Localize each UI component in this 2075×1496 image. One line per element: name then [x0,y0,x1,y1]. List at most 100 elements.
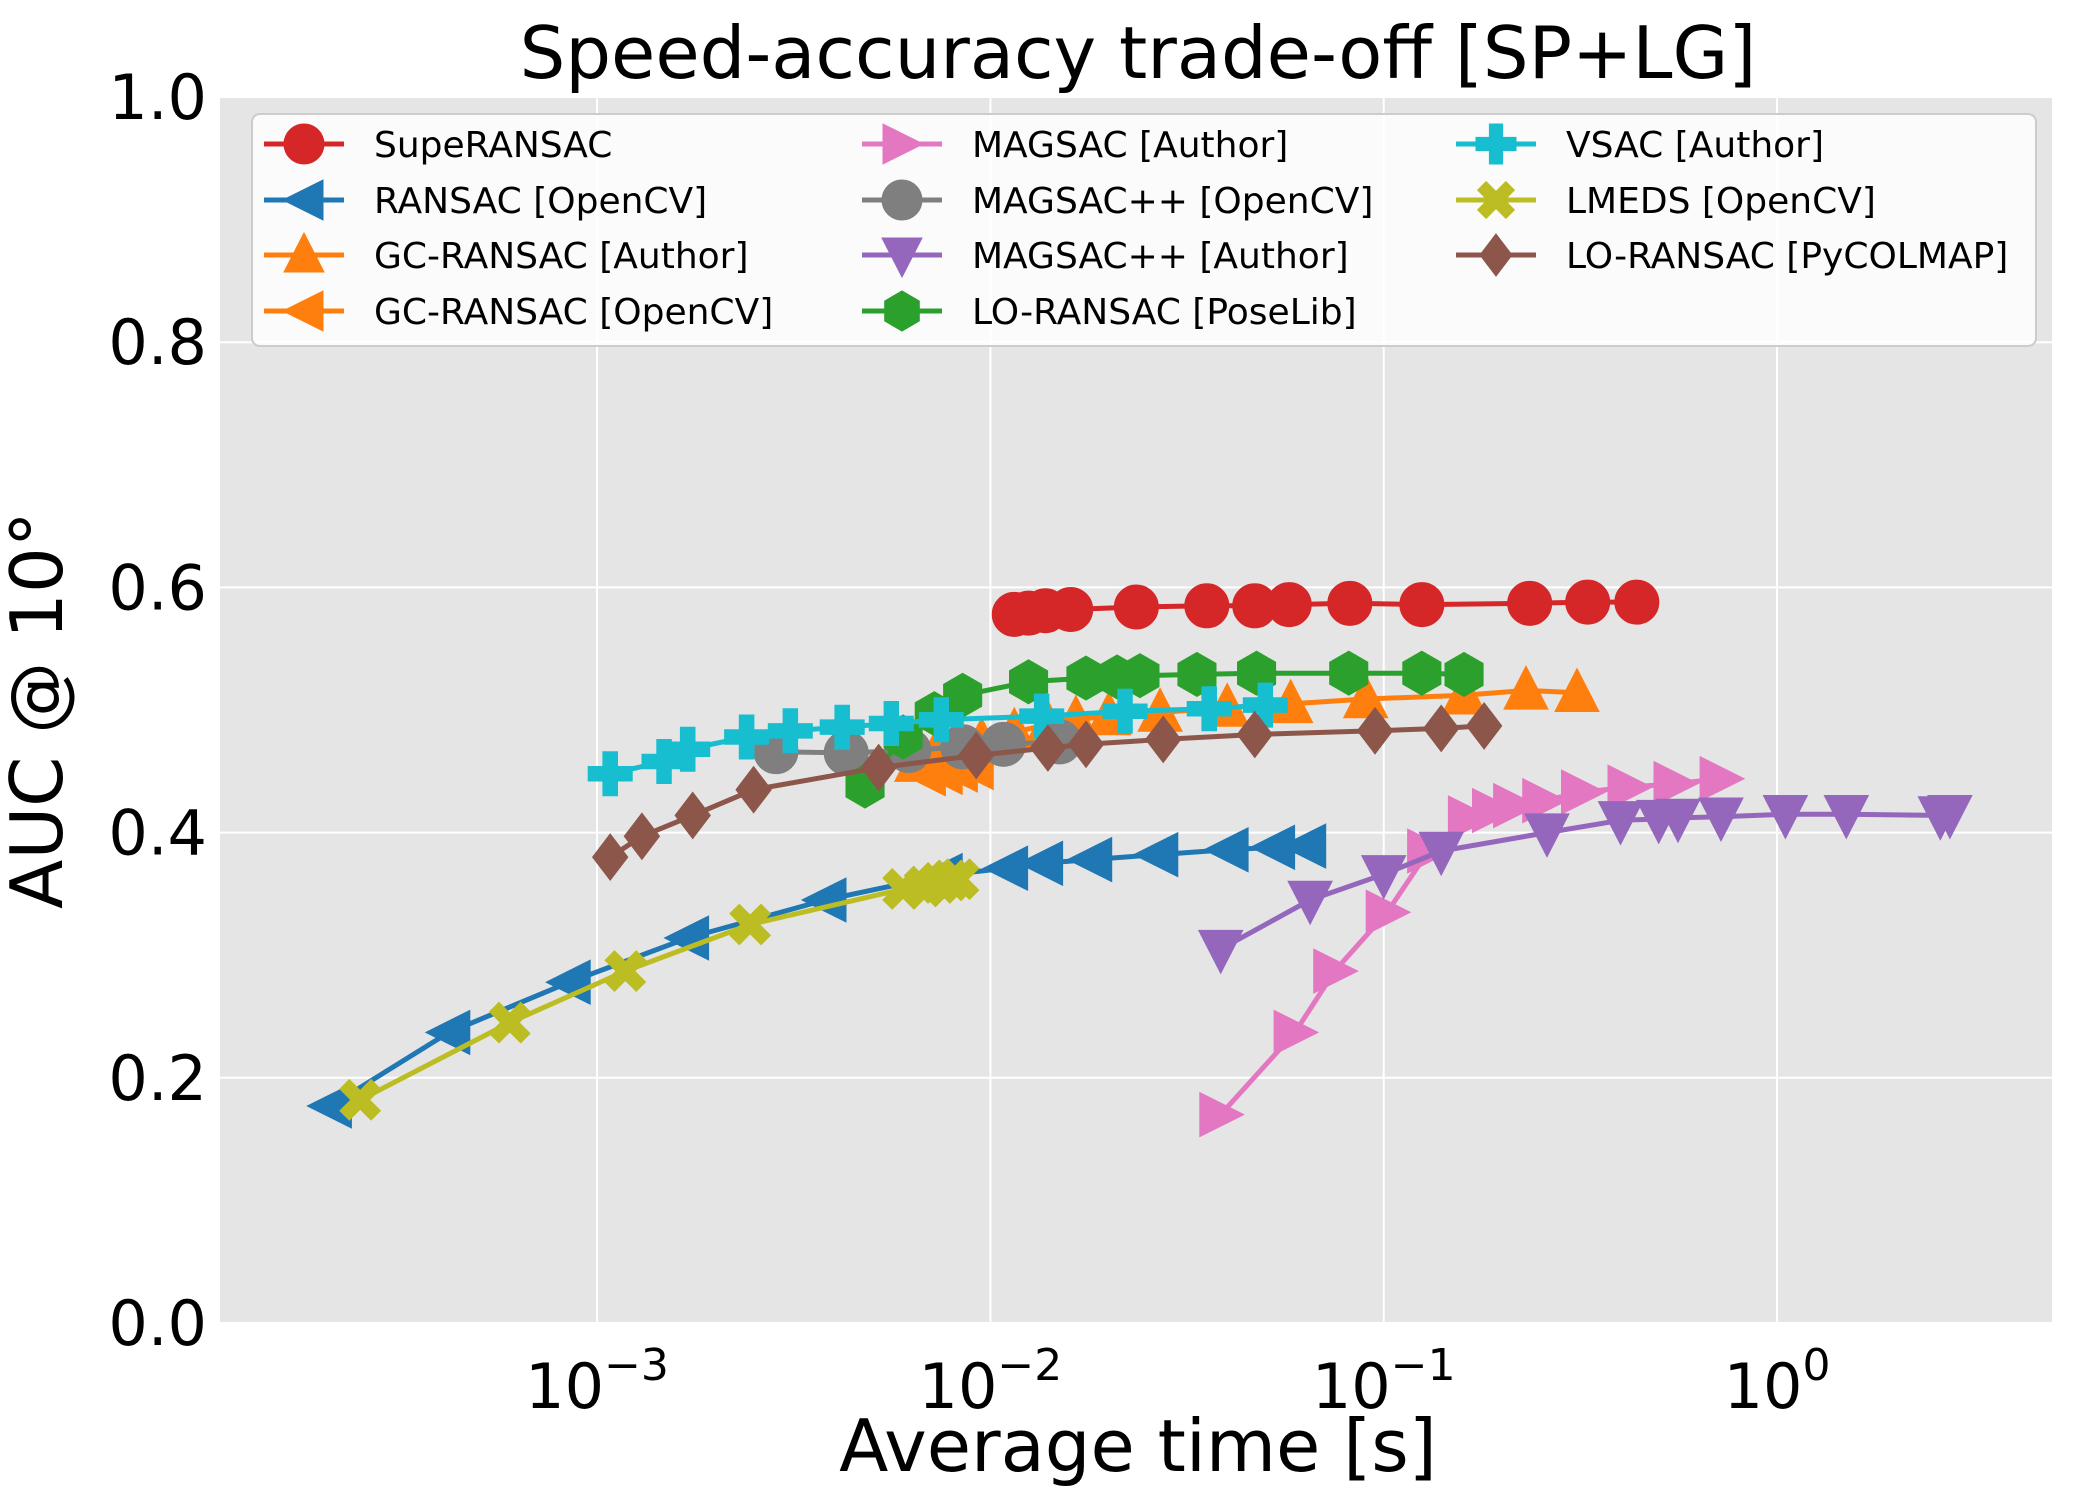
y-tick-label: 0.0 [108,1287,207,1360]
x-axis-ticks: 10−3 10−2 10−1 100 [525,1340,1830,1423]
data-point [1655,798,1701,844]
data-point [1067,720,1105,769]
y-tick-label: 0.8 [108,306,207,379]
data-point [1444,651,1484,697]
data-point [1177,651,1217,697]
legend-marker [884,290,920,332]
data-point [1132,831,1179,878]
data-point [860,743,897,792]
legend-label: GC-RANSAC [OpenCV] [374,292,773,333]
legend-marker [283,123,325,165]
data-point [1503,665,1549,710]
data-point [1465,701,1503,750]
legend-label: RANSAC [OpenCV] [374,181,707,222]
x-tick-label: 10−3 [525,1340,669,1423]
legend-marker [881,179,923,221]
legend-label: LMEDS [OpenCV] [1566,181,1876,222]
data-point [868,701,914,746]
legend-marker [281,179,324,221]
data-point [1823,795,1870,840]
data-point [1698,797,1744,842]
legend-marker [882,123,925,165]
data-point [1565,579,1611,625]
x-axis-label: Average time [s] [839,1404,1437,1488]
data-point [729,903,772,946]
data-point [724,714,770,760]
data-point [1029,724,1067,772]
data-point [1597,801,1644,846]
legend-marker [281,290,324,332]
legend-entry: LMEDS [OpenCV] [1456,180,1876,222]
data-point [1653,760,1700,807]
legend-box [251,113,2037,347]
legend-label: MAGSAC [Author] [972,125,1288,166]
data-point [1313,948,1359,994]
data-point [1507,580,1553,626]
legend-marker [283,231,325,273]
legend-label: VSAC [Author] [1566,125,1824,166]
data-point [488,1001,531,1044]
data-point [957,731,995,780]
data-point [1493,782,1539,829]
data-point [1009,659,1049,705]
legend-label: MAGSAC++ [Author] [972,236,1349,277]
legend-entry: SupeRANSAC [264,123,612,166]
legend-label: MAGSAC++ [OpenCV] [972,181,1373,222]
data-point [1197,929,1244,975]
data-point [1607,764,1654,811]
legend-entry: RANSAC [OpenCV] [264,179,707,222]
legend-entry: GC-RANSAC [OpenCV] [264,290,773,333]
data-point [1144,715,1182,764]
data-point [665,726,711,772]
y-tick-label: 0.2 [108,1042,207,1115]
data-point [1236,710,1274,759]
data-point [591,833,629,882]
data-point [1280,823,1327,869]
legend-entry: VSAC [Author] [1456,123,1824,166]
data-point [1927,795,1973,840]
data-point [1524,813,1570,858]
x-tick-label: 10−2 [919,1340,1063,1423]
data-point [1342,673,1389,719]
data-point [1402,650,1442,696]
data-point [1418,831,1465,877]
data-point [1422,704,1460,753]
chart-title: Speed-accuracy trade-off [SP+LG] [520,11,1757,95]
series-lo-ransac-pycolmap [591,701,1503,882]
legend-marker [1479,233,1513,277]
data-point [1273,1009,1320,1056]
series-layer [306,579,1973,1138]
series-lmeds-opencv [339,858,980,1121]
data-point [819,704,865,750]
y-tick-label: 0.6 [108,551,207,624]
data-point [1762,795,1809,840]
legend-label: LO-RANSAC [PyCOLMAP] [1566,236,2008,277]
data-point [1066,836,1113,883]
data-point [339,1078,382,1121]
series-magsac-author [1197,795,1973,975]
data-point [1699,755,1746,802]
data-point [937,858,980,901]
data-point [1554,667,1600,712]
data-point [623,812,661,861]
legend-label: GC-RANSAC [Author] [374,236,749,277]
legend-entry: GC-RANSAC [Author] [264,231,749,277]
legend-entry: MAGSAC [Author] [862,123,1288,166]
data-point [767,708,813,754]
data-point [604,950,647,993]
legend-entry: MAGSAC++ [OpenCV] [862,179,1373,222]
series-ransac-opencv [306,823,1327,1129]
legend-marker [1476,180,1516,220]
legend-marker [1475,123,1517,165]
data-point [1287,880,1333,926]
data-point [1202,826,1249,873]
data-point [1365,889,1412,936]
data-point [1399,582,1445,628]
x-tick-label: 100 [1724,1340,1831,1423]
data-point [918,697,964,743]
data-point [735,765,772,814]
data-point [1102,688,1148,734]
data-point [1199,1091,1245,1138]
data-point [1329,650,1369,696]
